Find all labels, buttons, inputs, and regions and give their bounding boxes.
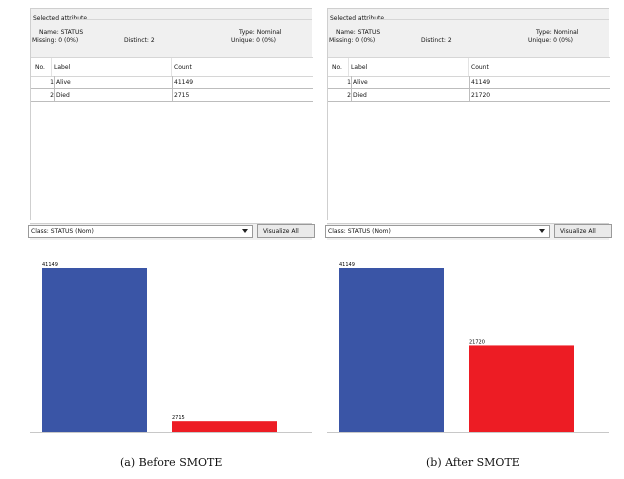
bar-died[interactable] <box>172 421 277 432</box>
row-number: 1 <box>50 79 54 86</box>
chevron-down-icon <box>242 229 248 233</box>
row-label: Died <box>56 92 70 99</box>
column-divider <box>468 58 469 76</box>
class-bar: Class: STATUS (Nom) Visualize All <box>325 223 612 240</box>
row-number: 2 <box>50 92 54 99</box>
row-count: 41149 <box>174 79 194 86</box>
chart-svg: 41149 2715 <box>30 262 312 433</box>
attribute-distinct: Distinct: 2 <box>421 37 452 44</box>
cell-divider <box>351 76 352 88</box>
class-select[interactable]: Class: STATUS (Nom) <box>325 225 550 238</box>
attribute-unique: Unique: 0 (0%) <box>528 37 574 44</box>
bar-value-label: 41149 <box>42 262 58 268</box>
bar-alive[interactable] <box>339 268 444 432</box>
attribute-unique: Unique: 0 (0%) <box>231 37 277 44</box>
row-count: 2715 <box>174 92 190 99</box>
row-count: 41149 <box>471 79 491 86</box>
attribute-name: Name: STATUS <box>39 29 84 36</box>
table-row[interactable]: 1 Alive 41149 <box>328 76 610 89</box>
table-row[interactable]: 2 Died 2715 <box>31 89 313 102</box>
column-header-count[interactable]: Count <box>471 64 489 71</box>
column-header-label[interactable]: Label <box>54 64 71 71</box>
column-header-count[interactable]: Count <box>174 64 192 71</box>
attribute-table: No. Label Count 1 Alive 41149 2 Died 271… <box>31 57 313 223</box>
caption-after: (b) After SMOTE <box>426 456 520 469</box>
column-divider <box>171 58 172 76</box>
bar-value-label: 41149 <box>339 262 355 268</box>
class-select-value: Class: STATUS (Nom) <box>31 228 94 235</box>
attribute-distinct: Distinct: 2 <box>124 37 155 44</box>
chevron-down-icon <box>539 229 545 233</box>
visualize-all-button[interactable]: Visualize All <box>554 224 612 238</box>
selected-attribute-box: Selected attribute Name: STATUS Missing:… <box>327 8 610 223</box>
bar-value-label: 2715 <box>172 415 185 421</box>
class-distribution-chart: 41149 21720 <box>327 252 609 438</box>
row-label: Died <box>353 92 367 99</box>
class-select[interactable]: Class: STATUS (Nom) <box>28 225 253 238</box>
table-row[interactable]: 1 Alive 41149 <box>31 76 313 89</box>
column-header-no[interactable]: No. <box>332 64 342 71</box>
attribute-missing: Missing: 0 (0%) <box>32 37 79 44</box>
divider <box>368 19 609 20</box>
table-row[interactable]: 2 Died 21720 <box>328 89 610 102</box>
bar-value-label: 21720 <box>469 339 485 345</box>
cell-divider <box>469 89 470 101</box>
cell-divider <box>172 76 173 88</box>
cell-divider <box>172 89 173 101</box>
cell-divider <box>54 89 55 101</box>
row-label: Alive <box>353 79 368 86</box>
selected-attribute-title: Selected attribute <box>330 15 385 22</box>
chart-svg: 41149 21720 <box>327 262 609 433</box>
visualize-all-label: Visualize All <box>263 228 299 235</box>
row-number: 1 <box>347 79 351 86</box>
table-header: No. Label Count <box>328 58 610 77</box>
cell-divider <box>54 76 55 88</box>
bar-alive[interactable] <box>42 268 147 432</box>
cell-divider <box>351 89 352 101</box>
attribute-type: Type: Nominal <box>239 29 282 36</box>
class-select-value: Class: STATUS (Nom) <box>328 228 391 235</box>
caption-before: (a) Before SMOTE <box>120 456 223 469</box>
column-header-label[interactable]: Label <box>351 64 368 71</box>
row-count: 21720 <box>471 92 491 99</box>
row-label: Alive <box>56 79 71 86</box>
attribute-type: Type: Nominal <box>536 29 579 36</box>
attribute-name: Name: STATUS <box>336 29 381 36</box>
attribute-missing: Missing: 0 (0%) <box>329 37 376 44</box>
selected-attribute-title: Selected attribute <box>33 15 88 22</box>
column-divider <box>51 58 52 76</box>
class-bar: Class: STATUS (Nom) Visualize All <box>28 223 315 240</box>
panel-after-smote: Selected attribute Name: STATUS Missing:… <box>325 8 612 433</box>
row-number: 2 <box>347 92 351 99</box>
attribute-table: No. Label Count 1 Alive 41149 2 Died 217… <box>328 57 610 223</box>
column-divider <box>348 58 349 76</box>
selected-attribute-box: Selected attribute Name: STATUS Missing:… <box>30 8 313 223</box>
divider <box>71 19 312 20</box>
visualize-all-label: Visualize All <box>560 228 596 235</box>
bar-died[interactable] <box>469 345 574 432</box>
column-header-no[interactable]: No. <box>35 64 45 71</box>
panel-before-smote: Selected attribute Name: STATUS Missing:… <box>28 8 315 433</box>
table-header: No. Label Count <box>31 58 313 77</box>
class-distribution-chart: 41149 2715 <box>30 252 312 438</box>
cell-divider <box>469 76 470 88</box>
visualize-all-button[interactable]: Visualize All <box>257 224 315 238</box>
